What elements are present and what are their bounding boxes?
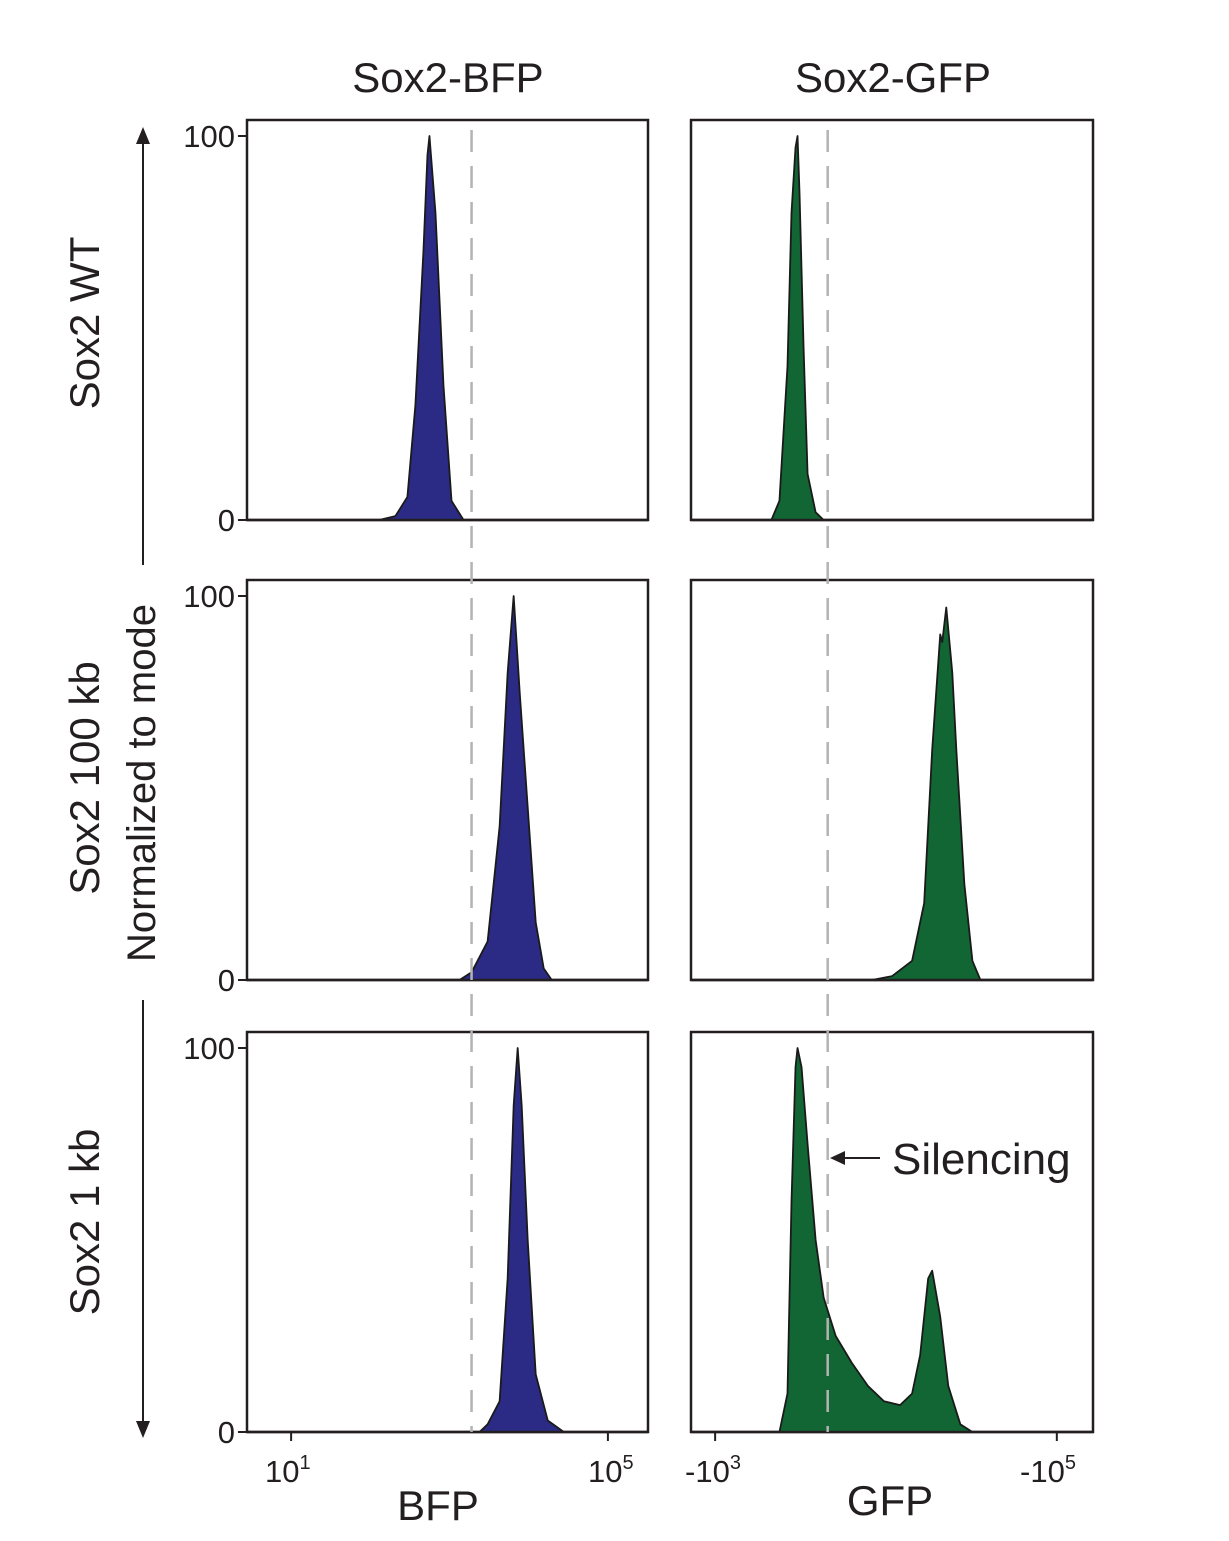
x-tick-bfp-left: 101	[265, 1452, 311, 1489]
panel-frame	[245, 1030, 650, 1434]
y-tick-label: 0	[218, 963, 235, 998]
panel-gfp-row-2	[689, 578, 1095, 982]
panel-gfp-row-1	[689, 118, 1095, 522]
y-tick-label: 100	[183, 579, 235, 614]
row-label-100kb: Sox2 100 kb	[61, 661, 108, 895]
panel-bfp-row-1: 0 100	[183, 118, 650, 538]
x-tick-gfp-left: -103	[685, 1452, 741, 1489]
y-tick-label: 100	[183, 119, 235, 154]
gfp-histogram-area	[778, 1047, 994, 1433]
histogram-panels: 0 100 0 100 0 100	[183, 118, 1095, 1450]
column-title-bfp: Sox2-BFP	[352, 54, 543, 101]
panel-frame	[689, 118, 1095, 522]
x-tick-bfp-right: 105	[588, 1452, 634, 1489]
gfp-histogram-area	[770, 135, 825, 521]
column-title-gfp: Sox2-GFP	[795, 54, 991, 101]
silencing-label: Silencing	[892, 1135, 1071, 1184]
x-axis-title-bfp: BFP	[397, 1482, 479, 1529]
bfp-histogram-area	[478, 1047, 565, 1433]
bfp-histogram-area	[378, 135, 465, 521]
silencing-annotation: Silencing	[830, 1135, 1071, 1184]
panel-gfp-row-3	[689, 1030, 1095, 1434]
panel-frame	[689, 578, 1095, 982]
svg-text:105: 105	[588, 1452, 634, 1489]
x-tick-gfp-right: -105	[1020, 1452, 1076, 1489]
gfp-histogram-area	[871, 606, 982, 981]
bfp-histogram-area	[458, 595, 553, 981]
row-label-wt: Sox2 WT	[61, 237, 108, 410]
y-tick-label: 100	[183, 1031, 235, 1066]
svg-text:101: 101	[265, 1452, 311, 1489]
x-axis-title-gfp: GFP	[847, 1477, 933, 1524]
panel-frame	[245, 578, 650, 982]
y-axis-arrow	[136, 127, 150, 1438]
y-tick-label: 0	[218, 1415, 235, 1450]
panel-frame	[689, 1030, 1095, 1434]
y-tick-label: 0	[218, 503, 235, 538]
svg-text:-103: -103	[685, 1452, 741, 1489]
panel-bfp-row-3: 0 100	[183, 1030, 650, 1450]
row-label-1kb: Sox2 1 kb	[61, 1129, 108, 1316]
y-axis-title: Normalized to mode	[120, 604, 164, 962]
svg-text:-105: -105	[1020, 1452, 1076, 1489]
panel-bfp-row-2: 0 100	[183, 578, 650, 998]
